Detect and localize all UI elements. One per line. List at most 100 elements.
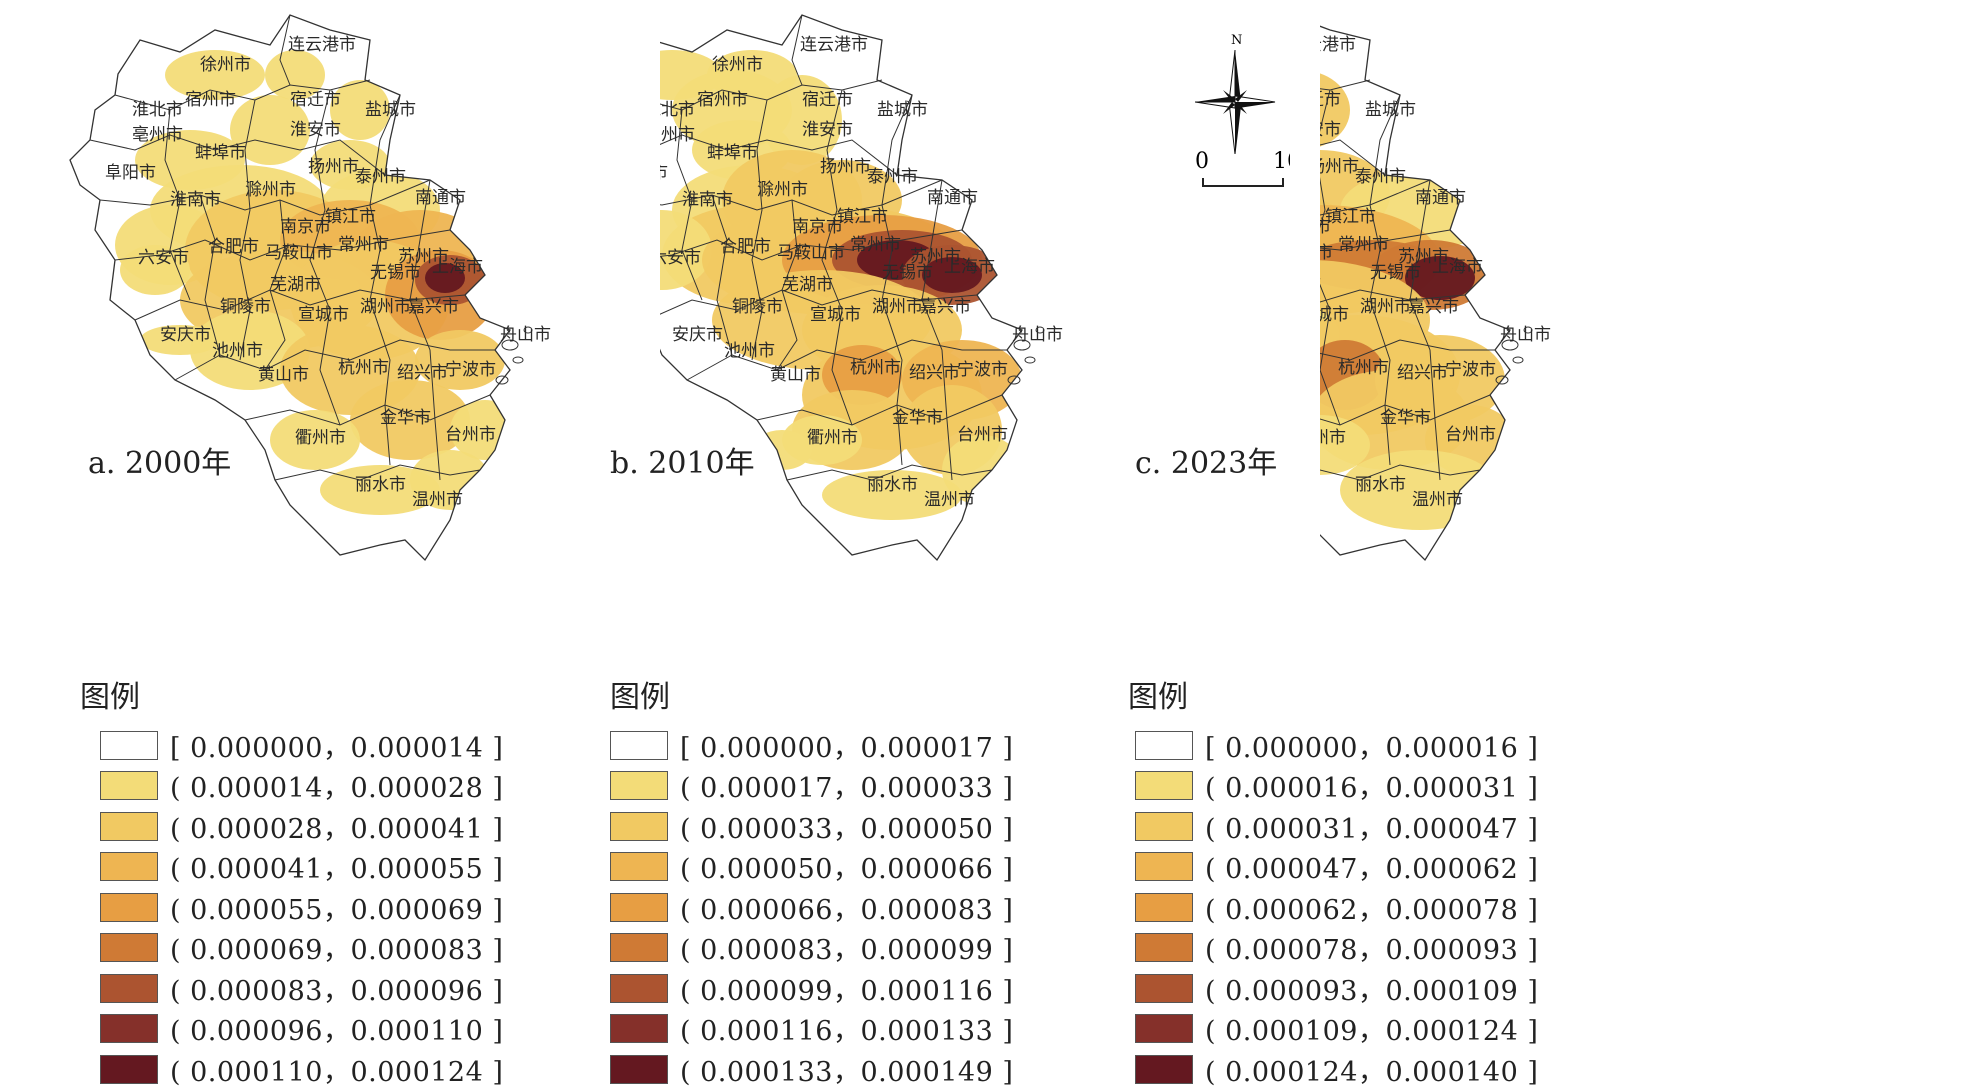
- legend-swatch: [610, 1014, 668, 1044]
- legend-swatch: [1135, 852, 1193, 882]
- island-outline: [523, 326, 533, 334]
- legend-row: ( 0.000083，0.000099 ]: [610, 928, 1013, 969]
- density-patch: [922, 257, 982, 293]
- city-label-hangzhou: 杭州市: [1338, 358, 1389, 378]
- city-boundary: [881, 94, 913, 466]
- legend-range-label: ( 0.000069，0.000083 ]: [170, 935, 504, 967]
- legend-range-label: ( 0.000041，0.000055 ]: [170, 854, 504, 886]
- city-label-lianyungang: 连云港市: [800, 35, 868, 55]
- legend-range-label: ( 0.000093，0.000109 ]: [1205, 975, 1539, 1007]
- legend-swatch: [100, 933, 158, 963]
- city-label-suzhou-js: 苏州市: [1398, 247, 1449, 267]
- legend-swatch: [1135, 771, 1193, 801]
- legend: [ 0.000000，0.000016 ] ( 0.000016，0.000031…: [1135, 725, 1538, 1090]
- city-label-jiaxing: 嘉兴市: [920, 297, 971, 317]
- kernel-density-map-2023: 连云港市徐州市宿迁市淮北市宿州市盐城市亳州市淮安市蚌埠市阜阳市扬州市泰州市滁州市…: [1320, 25, 1551, 562]
- legend-row: [ 0.000000，0.000014 ]: [100, 725, 503, 766]
- city-label-huangshan: 黄山市: [258, 365, 309, 385]
- legend-range-label: [ 0.000000，0.000014 ]: [170, 732, 504, 764]
- city-label-fuyang: 阜阳市: [660, 163, 668, 183]
- legend: [ 0.000000，0.000014 ] ( 0.000014，0.000028…: [100, 725, 503, 1090]
- city-label-taizhou-js: 泰州市: [355, 167, 406, 187]
- city-label-zhoushan: 舟山市: [500, 325, 551, 345]
- city-label-changzhou: 常州市: [1338, 235, 1389, 255]
- city-boundary: [279, 14, 291, 86]
- legend-swatch: [100, 1054, 158, 1084]
- legend-swatch: [610, 730, 668, 760]
- city-boundary: [1320, 394, 1491, 426]
- legend-swatch: [610, 811, 668, 841]
- city-label-wenzhou: 温州市: [924, 490, 975, 510]
- legend-range-label: ( 0.000050，0.000066 ]: [680, 854, 1014, 886]
- city-label-bozhou: 亳州市: [132, 125, 183, 145]
- legend-swatch: [1135, 730, 1193, 760]
- city-label-quzhou: 衢州市: [807, 427, 858, 448]
- city-label-bengbu: 蚌埠市: [707, 143, 758, 163]
- city-label-wenzhou: 温州市: [1412, 490, 1463, 510]
- city-boundary: [776, 199, 798, 371]
- city-label-nantong: 南通市: [415, 188, 466, 208]
- legend-swatch: [610, 771, 668, 801]
- legend-range-label: ( 0.000028，0.000041 ]: [170, 813, 504, 845]
- city-label-huaian: 淮安市: [1320, 120, 1341, 140]
- city-boundary: [1409, 179, 1441, 481]
- city-label-bozhou: 亳州市: [660, 125, 695, 145]
- density-patch: [1320, 70, 1350, 150]
- island-outline: [1523, 326, 1533, 334]
- legend-range-label: ( 0.000116，0.000133 ]: [680, 1016, 1014, 1048]
- city-label-huainan: 淮南市: [682, 190, 733, 210]
- density-patch: [660, 210, 712, 290]
- city-label-taizhou-zj: 台州市: [957, 425, 1008, 445]
- legend-swatch: [610, 892, 668, 922]
- city-label-zhoushan: 舟山市: [1012, 325, 1063, 345]
- city-boundary: [1320, 179, 1431, 216]
- legend-swatch: [1135, 973, 1193, 1003]
- city-label-huangshan: 黄山市: [770, 365, 821, 385]
- legend-swatch: [100, 1014, 158, 1044]
- city-label-jinhua: 金华市: [380, 408, 431, 428]
- legend-range-label: ( 0.000083，0.000096 ]: [170, 975, 504, 1007]
- city-label-xuzhou: 徐州市: [712, 55, 763, 75]
- island-outline: [512, 356, 524, 364]
- legend-range-label: ( 0.000099，0.000116 ]: [680, 975, 1014, 1007]
- city-boundary: [786, 464, 993, 481]
- city-label-jinhua: 金华市: [1380, 408, 1431, 428]
- city-label-tongling: 铜陵市: [220, 297, 271, 317]
- city-boundary: [239, 99, 256, 361]
- city-boundary: [686, 339, 1007, 381]
- city-label-hefei: 合肥市: [208, 237, 259, 257]
- legend-swatch: [610, 973, 668, 1003]
- city-label-chizhou: 池州市: [724, 341, 775, 361]
- city-label-hefei: 合肥市: [720, 237, 771, 257]
- city-label-huaian: 淮安市: [802, 120, 853, 140]
- panel-label: b. 2010年: [610, 446, 755, 481]
- city-label-huzhou: 湖州市: [1360, 297, 1411, 317]
- legend-row: ( 0.000116，0.000133 ]: [610, 1009, 1013, 1050]
- city-boundary: [711, 194, 733, 356]
- city-label-huainan: 淮南市: [170, 190, 221, 210]
- city-boundary: [89, 134, 386, 176]
- legend-range-label: ( 0.000133，0.000149 ]: [680, 1056, 1014, 1088]
- city-label-chizhou: 池州市: [212, 341, 263, 361]
- city-label-liuan: 六安市: [138, 248, 189, 268]
- city-label-suzhou-ah: 宿州市: [697, 90, 748, 110]
- island-outline: [501, 339, 519, 351]
- city-label-bengbu: 蚌埠市: [195, 143, 246, 163]
- density-patch: [330, 80, 390, 140]
- density-patch: [415, 330, 505, 390]
- compass-and-scale: N 0 100 km: [1195, 33, 1290, 187]
- legend-row: ( 0.000133，0.000149 ]: [610, 1049, 1013, 1090]
- city-label-anqing: 安庆市: [160, 325, 211, 345]
- density-patch: [1320, 415, 1370, 475]
- legend-swatch: [1135, 1054, 1193, 1084]
- city-label-xuancheng: 宣城市: [298, 305, 349, 325]
- city-boundary: [1320, 464, 1481, 481]
- city-boundary: [1320, 139, 1386, 176]
- legend-row: ( 0.000062，0.000078 ]: [1135, 887, 1538, 928]
- density-patch: [762, 75, 842, 165]
- scale-zero: 0: [1195, 149, 1209, 174]
- density-patch: [350, 380, 470, 460]
- city-label-suqian: 宿迁市: [290, 90, 341, 110]
- city-label-changzhou: 常州市: [338, 235, 389, 255]
- legend-swatch: [100, 973, 158, 1003]
